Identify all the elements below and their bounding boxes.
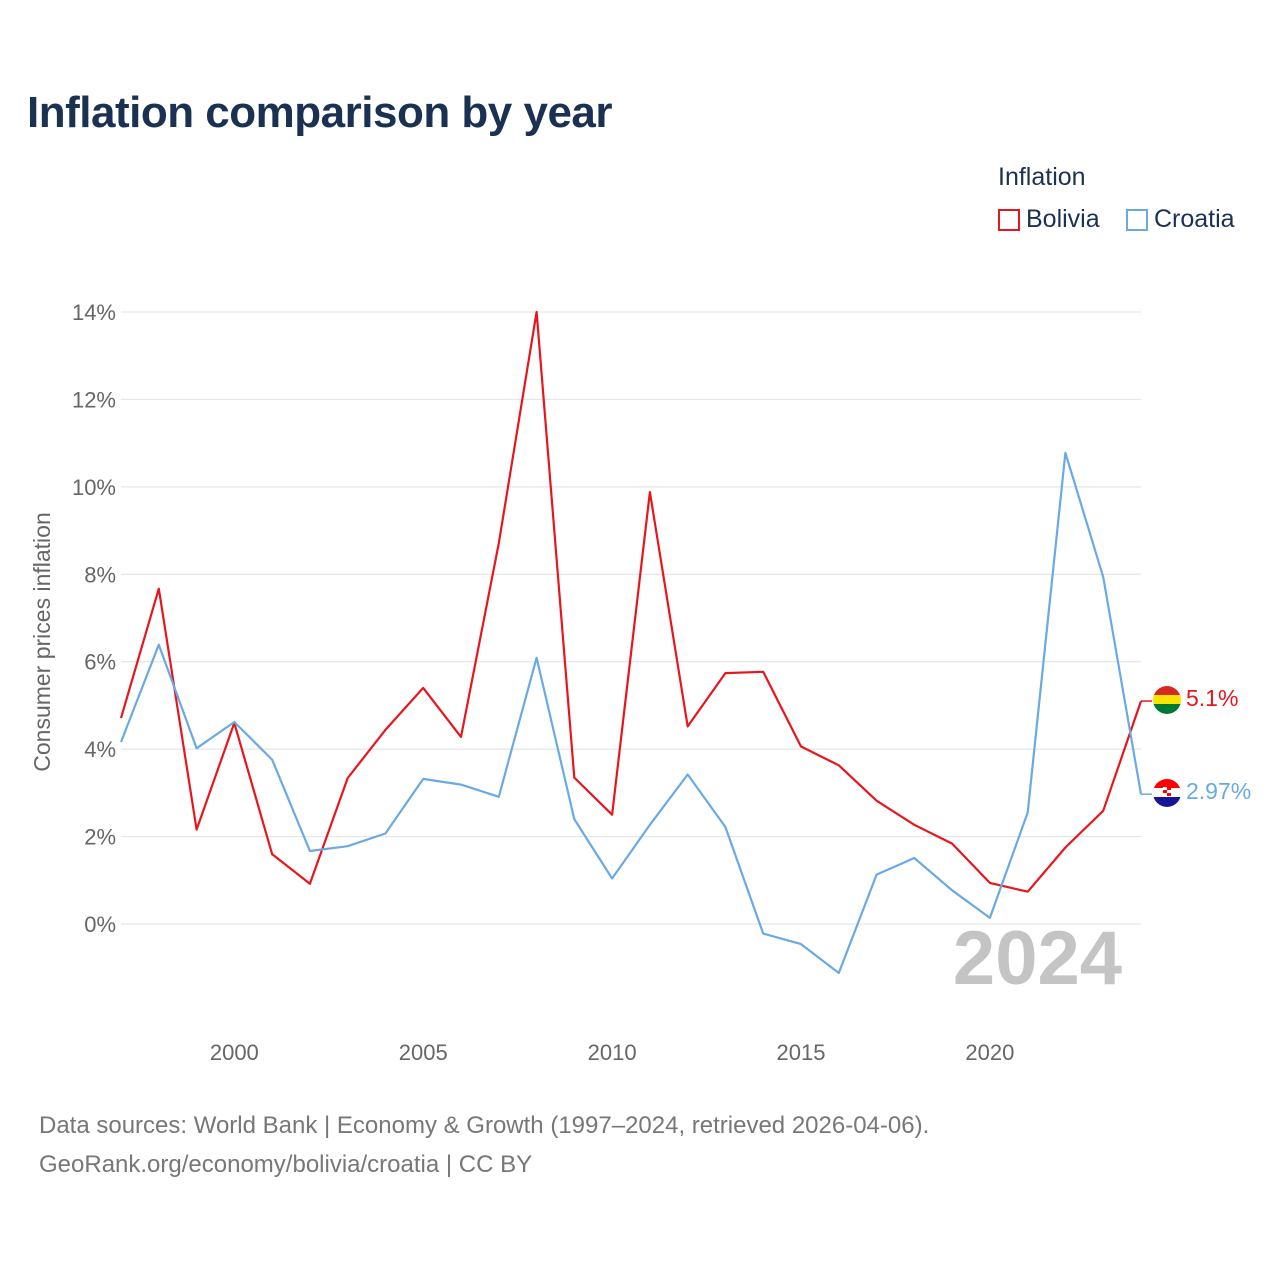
y-tick-label: 6%: [84, 650, 116, 675]
y-tick-label: 14%: [72, 300, 116, 325]
x-tick-label: 2010: [588, 1040, 637, 1065]
y-axis-ticks: 0% 2% 4% 6% 8% 10% 12% 14%: [72, 300, 116, 937]
y-tick-label: 8%: [84, 562, 116, 587]
current-year-label: 2024: [953, 916, 1122, 1001]
bolivia-flag-icon: [1153, 686, 1181, 714]
chart-title: Inflation comparison by year: [27, 88, 613, 137]
footer: Data sources: World Bank | Economy & Gro…: [39, 1106, 929, 1184]
y-tick-label: 12%: [72, 387, 116, 412]
legend-label-croatia: Croatia: [1154, 205, 1235, 233]
legend-swatch-bolivia: [998, 208, 1020, 231]
y-axis-title: Consumer prices inflation: [29, 512, 55, 772]
y-tick-label: 0%: [84, 912, 116, 937]
x-tick-label: 2000: [210, 1040, 259, 1065]
footer-sources: Data sources: World Bank | Economy & Gro…: [39, 1112, 930, 1139]
croatia-end-label: 2.97%: [1186, 778, 1251, 804]
x-tick-label: 2005: [399, 1040, 448, 1065]
legend-title: Inflation: [998, 163, 1086, 191]
x-tick-label: 2015: [777, 1040, 826, 1065]
legend-item-bolivia[interactable]: Bolivia: [998, 205, 1100, 234]
gridlines: [121, 311, 1141, 925]
x-axis-ticks: 2000 2005 2010 2015 2020: [210, 1040, 1015, 1065]
y-tick-label: 2%: [84, 825, 116, 850]
bolivia-end-label: 5.1%: [1186, 685, 1238, 711]
x-tick-label: 2020: [965, 1040, 1014, 1065]
legend-item-croatia[interactable]: Croatia: [1126, 205, 1235, 234]
series-lines: [119, 310, 1152, 975]
series-line-bolivia: [119, 310, 1143, 893]
croatia-flag-icon: [1153, 779, 1181, 807]
y-tick-label: 10%: [72, 475, 116, 500]
series-line-croatia: [119, 451, 1143, 975]
legend-label-bolivia: Bolivia: [1026, 205, 1100, 233]
y-tick-label: 4%: [84, 737, 116, 762]
footer-link[interactable]: GeoRank.org/economy/bolivia/croatia | CC…: [39, 1151, 533, 1178]
legend-swatch-croatia: [1126, 208, 1148, 231]
